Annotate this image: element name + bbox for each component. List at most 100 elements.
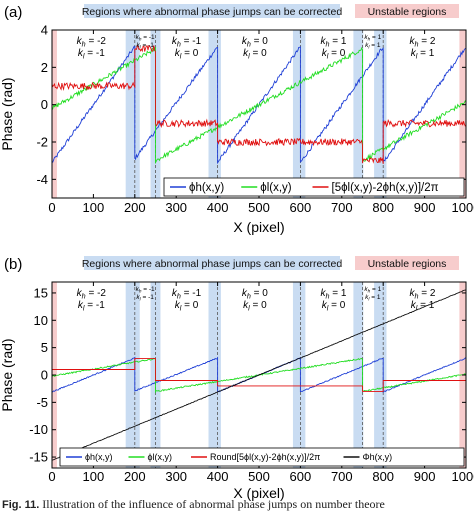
order-label-kh: kh = 0	[242, 36, 268, 49]
correctable-region	[125, 30, 140, 198]
order-label-kl: kl = 0	[175, 300, 199, 313]
x-tick-label: 800	[372, 469, 394, 484]
correctable-region	[374, 30, 387, 198]
order-label-kl: kl = -1	[136, 42, 154, 50]
correctable-region	[208, 282, 221, 468]
order-label-kh: kh = 1	[321, 288, 347, 301]
order-label-kh: kh = 0	[242, 288, 268, 301]
order-label-kh: kh = 2	[410, 288, 436, 301]
panel-label: (b)	[4, 256, 22, 273]
order-label-kl: kl = -1	[78, 300, 105, 313]
banner-unstable-text: Unstable regions	[368, 6, 447, 18]
legend: ϕh(x,y) ϕl(x,y) Round[5ϕl(x,y)-2ϕh(x,y)]/2…	[59, 447, 465, 467]
x-tick-label: 400	[207, 200, 229, 215]
unstable-region	[459, 30, 466, 198]
series-line-green	[52, 46, 466, 165]
legend-entry: Round[5ϕl(x,y)-2ϕh(x,y)]/2π	[210, 452, 320, 462]
chart-panel-b: Regions where abnormal phase jumps can b…	[0, 256, 474, 501]
y-tick-label: 15	[34, 285, 48, 300]
legend-entry: ϕh(x,y)	[189, 182, 224, 194]
y-axis-label: Phase (rad)	[0, 338, 15, 411]
x-tick-label: 900	[414, 469, 436, 484]
order-label-kl: kl = -1	[136, 294, 154, 302]
panel-label: (a)	[4, 4, 22, 21]
order-label-kl: kl = 1	[365, 42, 381, 50]
legend-entry: ϕl(x,y)	[260, 182, 292, 194]
order-label-kh: kh = -1	[172, 36, 202, 49]
x-tick-label: 900	[414, 200, 436, 215]
y-tick-label: 0	[41, 97, 48, 112]
x-tick-label: 800	[372, 200, 394, 215]
order-label-kh: kh = 1	[364, 34, 381, 42]
y-tick-label: -10	[29, 422, 48, 437]
correctable-region	[353, 282, 364, 468]
order-label-kl: kl = -1	[78, 48, 105, 61]
order-label-kl: kl = 0	[175, 48, 199, 61]
banner-unstable-bg	[355, 4, 459, 18]
chart-panel-a: Regions where abnormal phase jumps can b…	[0, 4, 474, 235]
x-tick-label: 300	[165, 469, 187, 484]
x-axis-label: X (pixel)	[233, 485, 284, 501]
order-label-kh: kh = -2	[77, 288, 107, 301]
x-axis-label: X (pixel)	[233, 219, 284, 235]
legend-entry: ϕl(x,y)	[148, 452, 173, 462]
x-tick-label: 300	[165, 200, 187, 215]
x-tick-label: 700	[331, 200, 353, 215]
correctable-region	[374, 282, 387, 468]
order-label-kh: kh = -1	[172, 288, 202, 301]
banner-unstable-text: Unstable regions	[368, 258, 447, 270]
order-label-kl: kl = 0	[322, 300, 346, 313]
order-label-kl: kl = 0	[322, 48, 346, 61]
caption-text: Illustration of the influence of abnorma…	[42, 497, 385, 511]
y-tick-label: 5	[41, 340, 48, 355]
x-tick-label: 100	[83, 469, 105, 484]
unstable-region	[52, 30, 57, 198]
legend: ϕh(x,y) ϕl(x,y) [5ϕl(x,y)-2ϕh(x,y)]/2π	[163, 177, 465, 197]
correctable-region	[353, 30, 364, 198]
x-tick-label: 1000	[452, 200, 474, 215]
banner-corrected-bg	[84, 4, 340, 18]
x-tick-label: 1000	[452, 469, 474, 484]
legend-entry: [5ϕl(x,y)-2ϕh(x,y)]/2π	[332, 182, 439, 194]
order-label-kh: kh = 2	[410, 36, 436, 49]
y-tick-label: -15	[29, 450, 48, 465]
x-tick-label: 600	[290, 469, 312, 484]
order-label-kh: kh = -2	[77, 36, 107, 49]
correctable-region	[208, 30, 221, 198]
series-line-red	[52, 358, 466, 392]
y-tick-label: 0	[41, 368, 48, 383]
order-label-kl: kl = 0	[243, 300, 267, 313]
order-label-kl: kl = 0	[243, 48, 267, 61]
x-tick-label: 700	[331, 469, 353, 484]
order-label-kh: kh = 1	[321, 36, 347, 49]
x-tick-label: 600	[290, 200, 312, 215]
order-label-kh: kh = -1	[136, 286, 155, 294]
legend-entry: ϕh(x,y)	[85, 452, 113, 462]
series-group	[52, 289, 466, 461]
legend-entry: Φh(x,y)	[363, 452, 393, 462]
caption-label: Fig. 11.	[2, 499, 40, 511]
x-tick-label: 200	[124, 469, 146, 484]
x-tick-label: 0	[48, 469, 55, 484]
legend-box	[59, 447, 465, 467]
x-tick-label: 400	[207, 469, 229, 484]
y-tick-label: -4	[36, 172, 48, 187]
x-tick-label: 200	[124, 200, 146, 215]
banner-corrected-text: Regions where abnormal phase jumps can b…	[82, 6, 342, 18]
y-tick-label: -5	[36, 395, 48, 410]
series-line-black	[52, 289, 466, 461]
y-tick-label: 4	[41, 23, 48, 38]
banner-unstable-bg	[355, 256, 459, 270]
x-tick-label: 0	[48, 200, 55, 215]
x-tick-label: 100	[83, 200, 105, 215]
correctable-region	[292, 282, 306, 468]
order-label-kh: kh = 1	[364, 286, 381, 294]
series-group	[52, 44, 466, 165]
y-axis-label: Phase (rad)	[0, 77, 15, 150]
order-label-kl: kl = 1	[365, 294, 381, 302]
x-tick-label: 500	[248, 200, 270, 215]
series-line-red	[52, 44, 466, 164]
order-label-kl: kl = 1	[411, 48, 435, 61]
figure-caption: Fig. 11. Illustration of the influence o…	[2, 497, 472, 513]
